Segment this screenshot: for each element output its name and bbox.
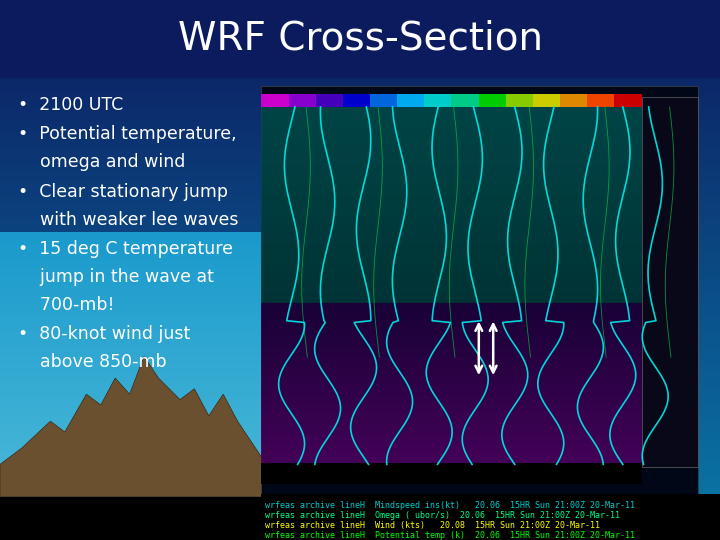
Bar: [261, 494, 720, 540]
Text: jump in the wave at: jump in the wave at: [18, 268, 214, 286]
Bar: [0, 497, 720, 540]
Bar: [261, 86, 698, 494]
Bar: [0, 0, 720, 78]
Bar: [315, 93, 343, 107]
Polygon shape: [0, 356, 266, 497]
Text: •  Clear stationary jump: • Clear stationary jump: [18, 183, 228, 200]
Bar: [642, 97, 698, 467]
Text: wrfeas archive lineH  Omega ( ubor/s)  20.06  15HR Sun 21:00Z 20-Mar-11: wrfeas archive lineH Omega ( ubor/s) 20.…: [265, 511, 620, 520]
Text: •  Potential temperature,: • Potential temperature,: [18, 125, 237, 143]
Bar: [588, 93, 614, 107]
Text: WRF Cross-Section: WRF Cross-Section: [178, 20, 542, 58]
Bar: [261, 93, 289, 107]
Text: wrfeas archive lineH  Potential temp (k)  20.06  15HR Sun 21:00Z 20-Mar-11: wrfeas archive lineH Potential temp (k) …: [265, 531, 635, 540]
Text: wrfeas archive lineH  Wind (kts)   20.08  15HR Sun 21:00Z 20-Mar-11: wrfeas archive lineH Wind (kts) 20.08 15…: [265, 521, 600, 530]
Bar: [343, 93, 370, 107]
Bar: [533, 93, 560, 107]
Bar: [397, 93, 424, 107]
Text: with weaker lee waves: with weaker lee waves: [18, 211, 238, 228]
Text: 700-mb!: 700-mb!: [18, 296, 114, 314]
Text: •  80-knot wind just: • 80-knot wind just: [18, 325, 190, 343]
Bar: [560, 93, 588, 107]
Text: omega and wind: omega and wind: [18, 153, 185, 171]
Bar: [289, 93, 315, 107]
Bar: [424, 93, 451, 107]
Bar: [370, 93, 397, 107]
Text: •  15 deg C temperature: • 15 deg C temperature: [18, 240, 233, 258]
Bar: [505, 93, 533, 107]
Bar: [614, 93, 642, 107]
Bar: [261, 463, 642, 484]
Text: •  2100 UTC: • 2100 UTC: [18, 96, 123, 114]
Text: wrfeas archive lineH  Mindspeed ins(kt)   20.06  15HR Sun 21:00Z 20-Mar-11: wrfeas archive lineH Mindspeed ins(kt) 2…: [265, 501, 635, 510]
Bar: [479, 93, 505, 107]
Text: above 850-mb: above 850-mb: [18, 353, 166, 371]
Bar: [451, 93, 479, 107]
